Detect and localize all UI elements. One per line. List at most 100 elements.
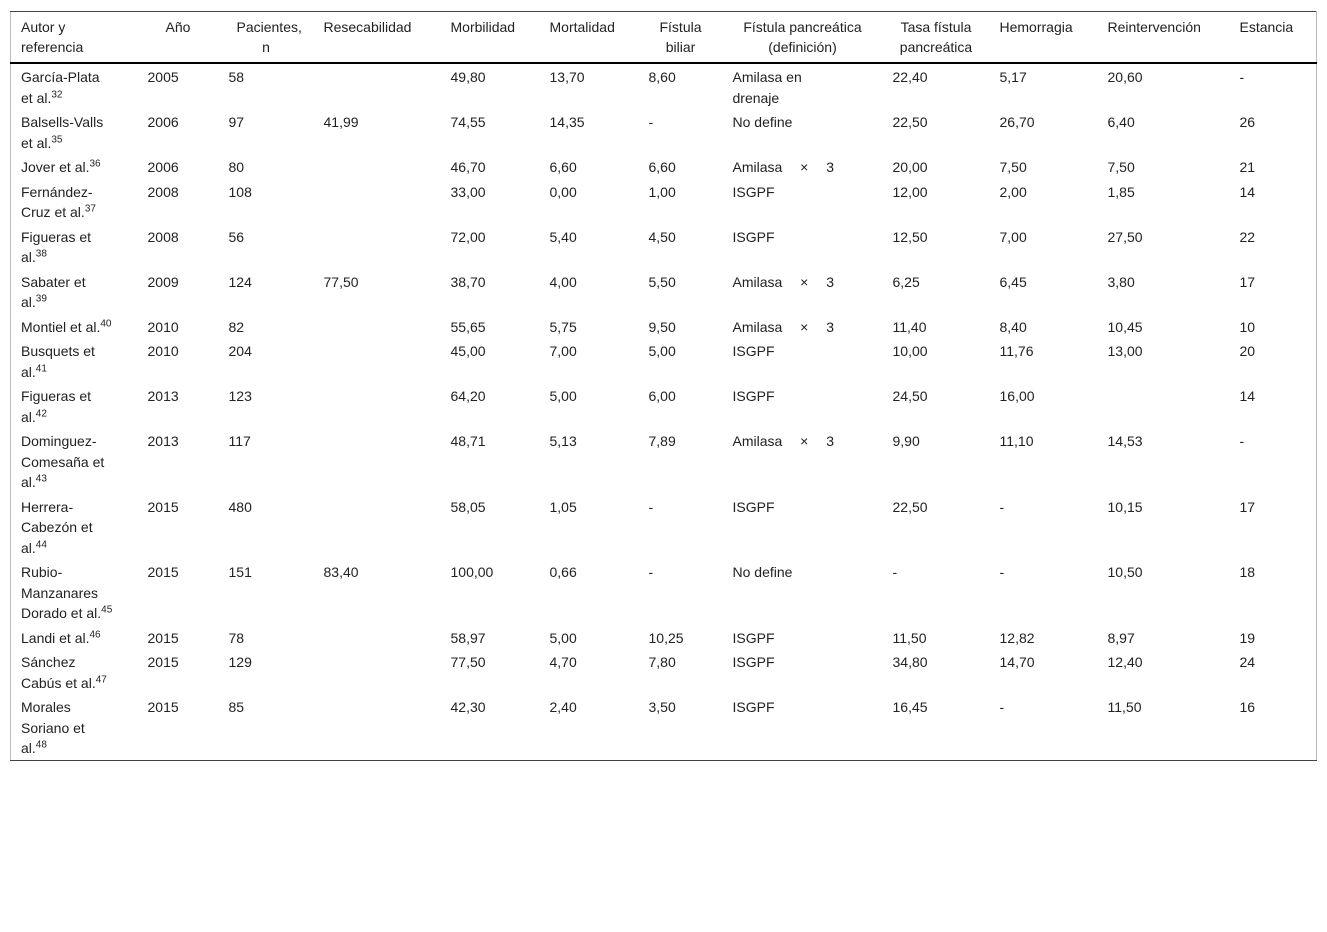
pancreatic-fistula-definition-cell: Amilasa × 3 bbox=[732, 318, 835, 335]
column-header: Reintervención bbox=[1097, 11, 1230, 64]
table-row: Dominguez-Comesaña et al.43 2013 117 48,71 5… bbox=[11, 428, 1317, 494]
year-cell: 2015 bbox=[147, 564, 179, 580]
mortality-cell: 5,13 bbox=[549, 433, 577, 449]
morbidity-cell: 100,00 bbox=[450, 564, 494, 580]
year-cell: 2010 bbox=[147, 343, 179, 359]
stay-cell: - bbox=[1239, 433, 1245, 449]
author-name: Rubio-Manzanares Dorado et al. bbox=[21, 564, 102, 621]
year-cell: 2015 bbox=[147, 498, 179, 515]
pancreatic-fistula-rate-cell: 6,25 bbox=[892, 273, 920, 290]
hemorrhage-cell: 8,40 bbox=[999, 318, 1027, 335]
stay-cell: 10 bbox=[1239, 318, 1256, 335]
stay-cell: 17 bbox=[1239, 273, 1256, 290]
biliary-fistula-cell: 9,50 bbox=[648, 318, 676, 335]
stay-cell: 16 bbox=[1239, 699, 1256, 715]
author-name: Figueras et al. bbox=[21, 228, 92, 266]
reference-number: 41 bbox=[35, 362, 47, 374]
mortality-cell: 5,40 bbox=[549, 228, 577, 245]
column-header: Estancia bbox=[1229, 11, 1317, 64]
pancreatic-fistula-rate-cell: 11,50 bbox=[892, 629, 927, 646]
column-header: Resecabilidad bbox=[313, 11, 441, 64]
stay-cell: 22 bbox=[1239, 228, 1256, 245]
year-cell: 2009 bbox=[147, 273, 179, 290]
year-cell: 2013 bbox=[147, 388, 179, 404]
stay-cell: - bbox=[1239, 69, 1245, 85]
year-cell: 2008 bbox=[147, 183, 179, 200]
reference-number: 42 bbox=[35, 407, 47, 419]
hemorrhage-cell: 7,50 bbox=[999, 159, 1027, 175]
pancreatic-fistula-rate-cell: 11,40 bbox=[892, 318, 927, 335]
resectability-cell bbox=[314, 314, 441, 339]
reintervention-cell: 6,40 bbox=[1107, 114, 1135, 130]
author-cell: Morales Soriano et al.48 bbox=[11, 694, 138, 760]
biliary-fistula-cell: 6,60 bbox=[648, 159, 676, 175]
mortality-cell: 5,00 bbox=[549, 388, 577, 404]
pancreatic-fistula-definition-cell: No define bbox=[732, 564, 793, 580]
author-name: Sabater et al. bbox=[21, 273, 86, 311]
patients-cell: 204 bbox=[228, 343, 252, 359]
biliary-fistula-cell: 5,50 bbox=[648, 273, 676, 290]
column-header: Hemorragia bbox=[989, 11, 1098, 64]
pancreatic-fistula-definition-cell: Amilasa × 3 bbox=[732, 159, 835, 175]
mortality-cell: 5,00 bbox=[549, 629, 577, 646]
stay-cell: 26 bbox=[1239, 114, 1256, 130]
pancreatic-fistula-definition-cell: ISGPF bbox=[732, 699, 775, 715]
pancreatic-fistula-rate-cell: - bbox=[892, 564, 898, 580]
column-header: Año bbox=[137, 11, 219, 64]
stay-cell: 20 bbox=[1239, 343, 1256, 359]
biliary-fistula-cell: 7,80 bbox=[648, 654, 676, 670]
resectability-cell bbox=[314, 383, 441, 428]
biliary-fistula-cell: 1,00 bbox=[648, 183, 676, 200]
reference-number: 35 bbox=[51, 133, 63, 145]
reference-number: 37 bbox=[84, 203, 96, 215]
column-header: Morbilidad bbox=[440, 11, 540, 64]
patients-cell: 56 bbox=[228, 228, 245, 245]
pancreatic-fistula-definition-cell: ISGPF bbox=[732, 183, 775, 200]
reintervention-cell: 1,85 bbox=[1107, 183, 1135, 200]
author-cell: Montiel et al.40 bbox=[11, 314, 138, 339]
pancreatic-fistula-definition-cell: ISGPF bbox=[732, 498, 775, 515]
patients-cell: 80 bbox=[228, 159, 245, 175]
year-cell: 2015 bbox=[147, 629, 179, 646]
reintervention-cell: 10,45 bbox=[1107, 318, 1143, 335]
table-row: Morales Soriano et al.48 2015 85 42,30 2,40 3… bbox=[11, 694, 1317, 760]
author-name: Sánchez Cabús et al. bbox=[21, 654, 96, 691]
author-cell: Sánchez Cabús et al.47 bbox=[11, 649, 138, 694]
table-row: Figueras et al.42 2013 123 64,20 5,00 6,00 ISG… bbox=[11, 383, 1317, 428]
biliary-fistula-cell: 4,50 bbox=[648, 228, 676, 245]
hemorrhage-cell: 2,00 bbox=[999, 183, 1027, 200]
reintervention-cell: 10,50 bbox=[1107, 564, 1143, 580]
author-cell: Rubio-Manzanares Dorado et al.45 bbox=[11, 559, 138, 625]
hemorrhage-cell: 6,45 bbox=[999, 273, 1027, 290]
table-row: Figueras et al.38 2008 56 72,00 5,40 4,50 ISGP… bbox=[11, 224, 1317, 269]
pancreatic-fistula-rate-cell: 12,50 bbox=[892, 228, 928, 245]
reference-number: 43 bbox=[35, 473, 47, 485]
pancreatic-fistula-rate-cell: 9,90 bbox=[892, 433, 920, 449]
column-header: Tasa fístula pancreática bbox=[882, 11, 990, 64]
mortality-cell: 0,66 bbox=[549, 564, 577, 580]
pancreatic-fistula-definition-cell: ISGPF bbox=[732, 228, 775, 245]
hemorrhage-cell: - bbox=[999, 564, 1005, 580]
reference-number: 45 bbox=[101, 604, 113, 616]
author-name: García-Plata et al. bbox=[21, 69, 100, 106]
pancreatic-fistula-rate-cell: 22,40 bbox=[892, 69, 928, 85]
pancreatic-fistula-definition-cell: ISGPF bbox=[732, 388, 775, 404]
pancreatic-fistula-definition-cell: ISGPF bbox=[732, 654, 775, 670]
resectability-cell bbox=[314, 224, 441, 269]
column-header: Autor y referencia bbox=[10, 11, 138, 64]
reintervention-cell: 10,15 bbox=[1107, 498, 1143, 515]
morbidity-cell: 55,65 bbox=[450, 318, 486, 335]
reintervention-cell: 7,50 bbox=[1107, 159, 1135, 175]
mortality-cell: 0,00 bbox=[549, 183, 577, 200]
mortality-cell: 1,05 bbox=[549, 498, 577, 515]
morbidity-cell: 48,71 bbox=[450, 433, 486, 449]
table-row: Balsells-Valls et al.35 2006 97 41,99 74,55 1… bbox=[11, 109, 1317, 154]
pancreatic-fistula-definition-cell: No define bbox=[732, 114, 793, 130]
biliary-fistula-cell: 6,00 bbox=[648, 388, 676, 404]
morbidity-cell: 46,70 bbox=[450, 159, 486, 175]
year-cell: 2005 bbox=[147, 69, 179, 85]
reference-number: 38 bbox=[35, 248, 47, 260]
author-cell: Landi et al.46 bbox=[11, 625, 138, 650]
patients-cell: 117 bbox=[228, 433, 251, 449]
resectability-cell: 41,99 bbox=[323, 114, 359, 130]
